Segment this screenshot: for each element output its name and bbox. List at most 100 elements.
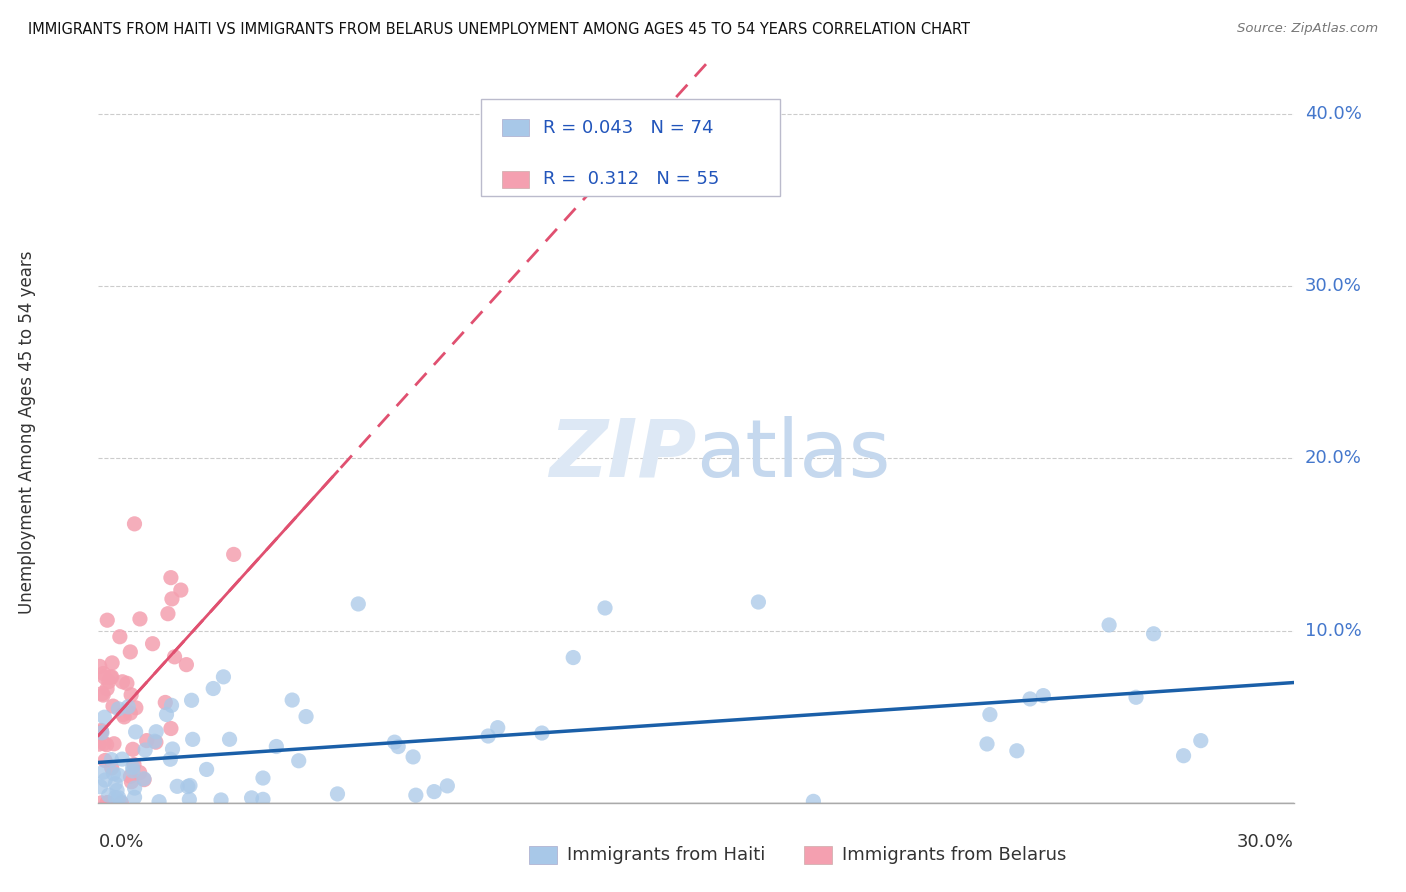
Point [252, 771, 274, 785]
Point [90, 725, 112, 739]
Point [155, 696, 177, 710]
Point [96, 796, 118, 810]
Text: Immigrants from Haiti: Immigrants from Haiti [567, 846, 765, 863]
Point [120, 706, 142, 720]
Point [347, 597, 370, 611]
Point [486, 721, 509, 735]
FancyBboxPatch shape [502, 120, 529, 136]
Point [222, 548, 245, 562]
Point [1142, 627, 1164, 641]
Text: atlas: atlas [696, 416, 890, 494]
Point [121, 742, 143, 756]
Point [93, 666, 115, 681]
Point [97, 789, 120, 803]
Text: 30.0%: 30.0% [1305, 277, 1361, 295]
Point [405, 788, 427, 802]
Point [93, 670, 115, 684]
Point [240, 790, 263, 805]
Point [125, 701, 148, 715]
Point [181, 732, 204, 747]
Point [145, 724, 167, 739]
Point [101, 699, 124, 714]
Point [104, 777, 127, 791]
Point [111, 752, 134, 766]
Point [176, 657, 198, 672]
Point [132, 772, 155, 786]
Point [159, 752, 181, 766]
Point [104, 790, 127, 805]
Text: 20.0%: 20.0% [1305, 450, 1361, 467]
Point [134, 772, 156, 787]
Point [287, 754, 309, 768]
Point [135, 733, 157, 747]
FancyBboxPatch shape [804, 846, 832, 863]
Point [108, 630, 131, 644]
Point [143, 734, 166, 748]
Point [94, 754, 117, 768]
Point [89, 727, 111, 741]
Point [129, 612, 152, 626]
Point [134, 743, 156, 757]
Point [96, 681, 118, 696]
Point [266, 739, 288, 754]
Point [387, 739, 409, 754]
Point [384, 735, 406, 749]
Point [252, 792, 274, 806]
Point [142, 637, 165, 651]
Point [120, 769, 142, 783]
Point [120, 774, 142, 789]
Point [100, 670, 122, 684]
Point [1189, 733, 1212, 747]
Point [122, 757, 145, 772]
Point [100, 753, 122, 767]
FancyBboxPatch shape [529, 846, 557, 863]
Point [124, 725, 146, 739]
Point [91, 765, 114, 780]
Point [976, 737, 998, 751]
Point [477, 729, 499, 743]
Point [295, 709, 318, 723]
Point [593, 601, 616, 615]
Point [96, 738, 118, 752]
Point [96, 613, 118, 627]
Point [91, 686, 114, 700]
Point [160, 591, 183, 606]
Point [1005, 744, 1028, 758]
Point [100, 670, 122, 684]
Point [562, 650, 585, 665]
Point [402, 750, 425, 764]
Point [91, 688, 114, 702]
Point [145, 735, 167, 749]
Point [218, 732, 240, 747]
Point [89, 780, 111, 794]
Point [281, 693, 304, 707]
Point [124, 516, 146, 531]
Point [120, 645, 142, 659]
Point [155, 707, 177, 722]
Point [101, 656, 124, 670]
Point [105, 783, 128, 797]
Point [107, 768, 129, 782]
Point [1125, 690, 1147, 705]
Point [124, 790, 146, 805]
Point [212, 670, 235, 684]
Text: ZIP: ZIP [548, 416, 696, 494]
Point [160, 698, 183, 713]
Point [170, 583, 193, 598]
FancyBboxPatch shape [502, 171, 529, 187]
Point [93, 736, 115, 750]
FancyBboxPatch shape [481, 100, 779, 195]
Point [148, 795, 170, 809]
Point [156, 607, 179, 621]
Point [110, 796, 132, 810]
Point [160, 722, 183, 736]
Point [96, 796, 118, 810]
Point [121, 764, 143, 778]
Point [117, 699, 139, 714]
Text: 30.0%: 30.0% [1237, 833, 1294, 851]
Text: 10.0%: 10.0% [1305, 622, 1361, 640]
Text: R = 0.043   N = 74: R = 0.043 N = 74 [543, 119, 713, 136]
Point [1173, 748, 1195, 763]
Point [162, 742, 184, 756]
Point [100, 761, 122, 775]
